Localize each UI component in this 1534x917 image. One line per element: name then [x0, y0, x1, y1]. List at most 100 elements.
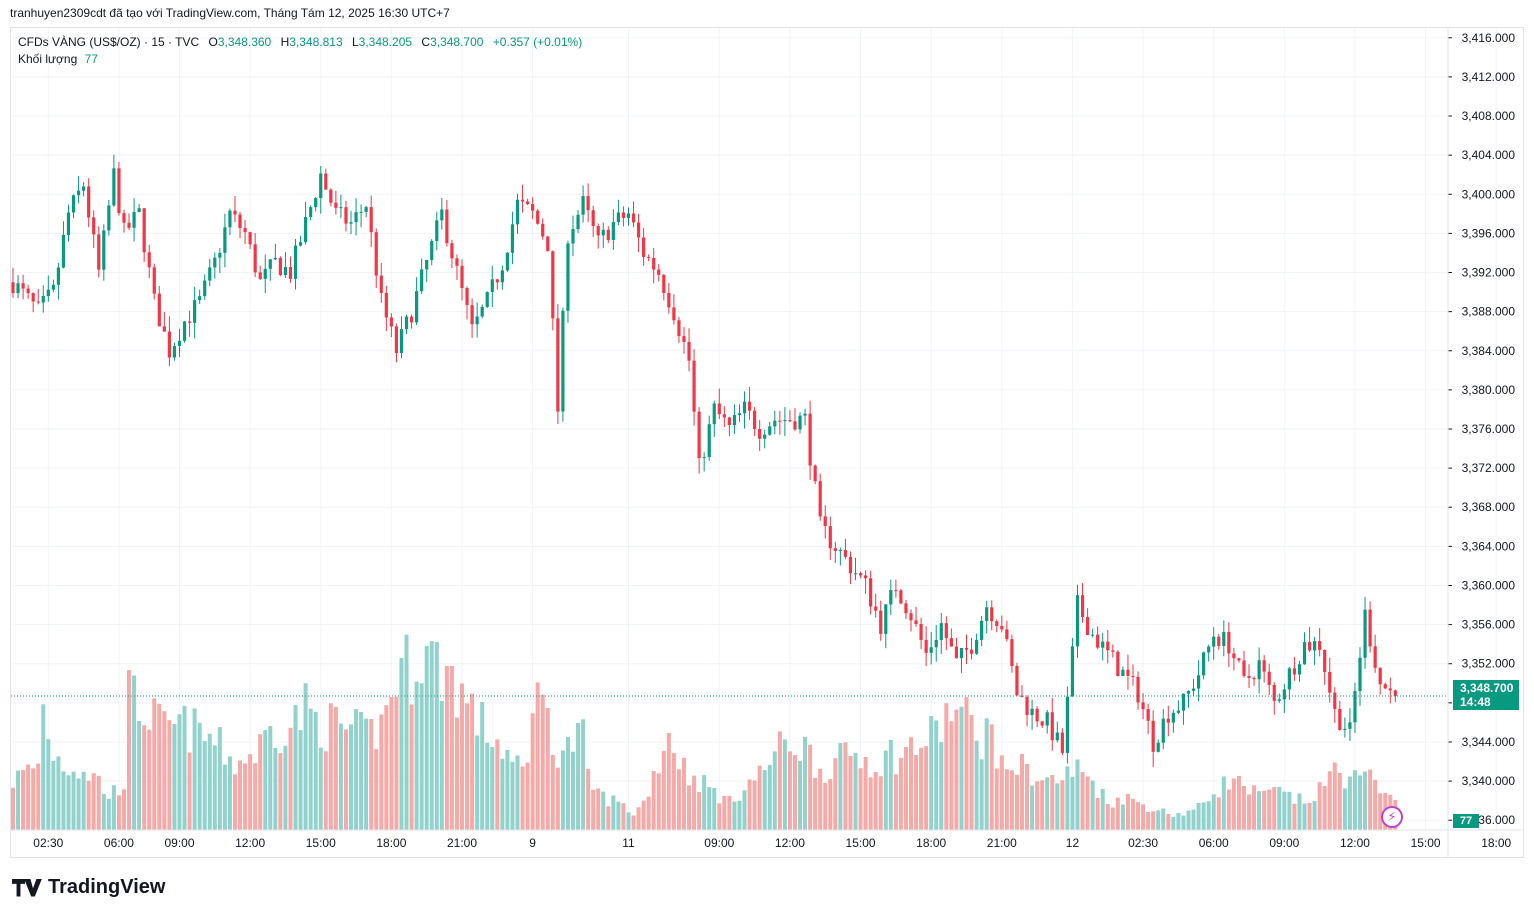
- volume-bar: [147, 729, 152, 830]
- candlestick-chart[interactable]: 3,416.000 3,412.000 3,408.000 3,404.000 3,40…: [10, 27, 1524, 858]
- candle-body: [874, 606, 878, 611]
- time-axis[interactable]: 02:30 06:00 09:00 12:00 15:00 18:00 21:00 9 11 09…: [10, 829, 1524, 850]
- candle-body: [1343, 728, 1347, 730]
- volume-bar: [747, 779, 752, 830]
- candle-body: [742, 401, 747, 414]
- volume-bar: [369, 718, 374, 830]
- candle-body: [1388, 688, 1392, 691]
- y-tick-label: 3,416.000: [1462, 31, 1516, 45]
- volume-bar: [1231, 778, 1236, 830]
- candle-body: [1055, 732, 1059, 741]
- volume-bar: [1282, 791, 1287, 830]
- volume-bar: [873, 771, 878, 830]
- volume-bar: [1378, 793, 1383, 830]
- candle-body: [450, 243, 454, 259]
- candle-body: [21, 283, 25, 289]
- candle-body: [41, 296, 45, 303]
- volume-bar: [162, 711, 167, 830]
- volume-bar: [475, 735, 480, 830]
- tradingview-brand[interactable]: TradingView: [12, 876, 165, 899]
- volume-bar: [1136, 802, 1141, 830]
- volume-bar: [76, 778, 81, 830]
- candle-body: [82, 186, 86, 191]
- volume-bar: [1206, 801, 1211, 830]
- volume-bar: [1161, 808, 1166, 830]
- volume-bar: [1075, 759, 1080, 830]
- volume-value: 77: [84, 52, 98, 66]
- y-tick-label: 3,392.000: [1462, 266, 1516, 280]
- candle-body: [56, 267, 61, 285]
- chart-frame[interactable]: [10, 27, 1524, 858]
- y-tick-label: 3,404.000: [1462, 148, 1516, 162]
- volume-label[interactable]: Khối lượng: [18, 52, 78, 66]
- volume-bar: [1373, 779, 1378, 830]
- volume-bar: [742, 790, 747, 830]
- candle-body: [818, 481, 822, 517]
- volume-bar: [611, 795, 616, 830]
- x-tick-label: 06:00: [104, 836, 134, 850]
- candle-body: [1096, 634, 1100, 648]
- volume-bar: [676, 769, 681, 830]
- candle-body: [193, 300, 197, 323]
- volume-bar: [792, 755, 797, 830]
- volume-bars: [11, 634, 1398, 830]
- symbol-label[interactable]: CFDs VÀNG (US$/OZ) · 15 · TVC: [18, 35, 200, 49]
- volume-bar: [359, 712, 364, 830]
- candle-body: [1358, 657, 1362, 692]
- candle-body: [102, 230, 106, 270]
- candle-body: [1030, 708, 1034, 716]
- y-tick-label: 3,364.000: [1462, 539, 1516, 553]
- volume-bar: [258, 734, 263, 830]
- volume-bar: [687, 785, 692, 830]
- candle-body: [177, 340, 182, 347]
- x-tick-label: 06:00: [1199, 836, 1229, 850]
- candle-body: [480, 306, 484, 317]
- volume-bar: [576, 723, 581, 830]
- candle-body: [1257, 660, 1261, 680]
- y-tick-label: 3,368.000: [1462, 500, 1516, 514]
- candle-body: [248, 232, 252, 245]
- author-line: tranhuyen2309cdt đã tạo với TradingView.…: [10, 6, 450, 20]
- volume-bar: [767, 764, 772, 830]
- y-tick-label: 3,396.000: [1462, 226, 1516, 240]
- volume-bar: [808, 744, 813, 830]
- lightning-icon[interactable]: ⚡: [1381, 806, 1403, 828]
- candle-body: [899, 590, 903, 604]
- candle-body: [389, 317, 393, 327]
- volume-bar: [949, 721, 954, 830]
- volume-bar: [26, 764, 31, 830]
- price-axis[interactable]: 3,416.000 3,412.000 3,408.000 3,404.000 3,40…: [1447, 27, 1516, 858]
- volume-bar: [510, 761, 515, 830]
- volume-bar: [530, 713, 535, 830]
- candle-body: [1151, 720, 1155, 752]
- volume-bar: [560, 750, 565, 830]
- volume-bar: [803, 736, 808, 830]
- volume-bar: [666, 733, 671, 830]
- candle-body: [803, 413, 807, 416]
- volume-bar: [1342, 788, 1347, 830]
- volume-bar: [888, 739, 893, 830]
- candle-body: [904, 603, 908, 614]
- candle-body: [16, 283, 20, 294]
- candle-body: [541, 223, 545, 237]
- volume-bar: [636, 807, 641, 830]
- candle-body: [1217, 636, 1221, 646]
- volume-bar: [1332, 762, 1337, 830]
- close-value: 3,348.700: [430, 35, 484, 49]
- candle-body: [1065, 696, 1070, 753]
- volume-bar: [671, 753, 676, 830]
- volume-bar: [732, 801, 737, 830]
- candle-body: [1191, 688, 1196, 691]
- volume-bar: [1191, 809, 1196, 830]
- candle-body: [631, 213, 636, 223]
- candle-body: [162, 326, 166, 332]
- candle-body: [778, 420, 782, 422]
- x-tick-label: 18:00: [1481, 836, 1511, 850]
- y-tick-label: 3,352.000: [1462, 657, 1516, 671]
- volume-bar: [71, 771, 76, 830]
- candle-body: [561, 310, 565, 412]
- volume-bar: [106, 798, 111, 830]
- candle-body: [531, 204, 535, 211]
- candle-body: [1222, 631, 1226, 646]
- y-tick-label: 3,344.000: [1462, 735, 1516, 749]
